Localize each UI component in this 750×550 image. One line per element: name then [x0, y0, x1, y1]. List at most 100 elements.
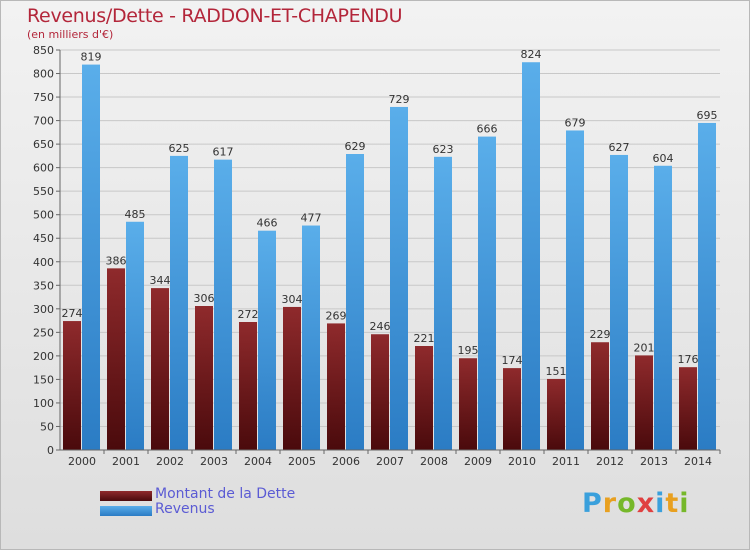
x-tick-label: 2001 [112, 455, 140, 468]
bar-revenue [346, 154, 364, 450]
data-label-revenue: 485 [125, 208, 146, 221]
bar-revenue [390, 106, 408, 451]
data-label-revenue: 617 [213, 146, 234, 159]
data-label-revenue: 695 [697, 109, 718, 122]
data-label-revenue: 625 [169, 142, 190, 155]
x-tick-label: 2000 [68, 455, 96, 468]
bar-revenue [434, 156, 452, 450]
y-tick-label: 850 [33, 44, 54, 57]
legend-swatch-debt [100, 491, 152, 501]
y-tick-label: 350 [33, 279, 54, 292]
data-label-revenue: 824 [521, 48, 542, 61]
data-label-revenue: 729 [389, 93, 410, 106]
y-tick-label: 0 [47, 444, 54, 457]
data-label-debt: 151 [546, 365, 567, 378]
y-tick-label: 500 [33, 209, 54, 222]
data-label-debt: 176 [678, 353, 699, 366]
data-label-revenue: 604 [653, 152, 674, 165]
x-tick-label: 2002 [156, 455, 184, 468]
y-tick-label: 750 [33, 91, 54, 104]
bar-debt [591, 342, 609, 450]
bar-debt [63, 321, 81, 450]
data-label-debt: 304 [282, 293, 303, 306]
data-label-debt: 269 [326, 309, 347, 322]
x-tick-label: 2003 [200, 455, 228, 468]
data-label-debt: 174 [502, 354, 523, 367]
bar-debt [679, 367, 697, 450]
data-label-debt: 221 [414, 332, 435, 345]
logo-letter: o [617, 488, 637, 519]
bar-debt [107, 268, 125, 450]
y-tick-label: 700 [33, 115, 54, 128]
legend-label-revenue: Revenus [155, 501, 215, 517]
bar-revenue [610, 154, 628, 451]
y-tick-label: 100 [33, 397, 54, 410]
y-tick-label: 50 [40, 420, 54, 433]
bar-revenue [654, 165, 672, 450]
x-tick-label: 2007 [376, 455, 404, 468]
bar-debt [415, 346, 433, 450]
x-tick-label: 2006 [332, 455, 360, 468]
y-tick-label: 200 [33, 350, 54, 363]
data-label-revenue: 477 [301, 212, 322, 225]
x-tick-label: 2004 [244, 455, 272, 468]
bar-debt [327, 323, 345, 450]
x-tick-label: 2010 [508, 455, 536, 468]
bar-revenue [478, 136, 496, 450]
bar-revenue [302, 225, 320, 450]
x-tick-label: 2005 [288, 455, 316, 468]
bar-debt [151, 288, 169, 450]
bar-revenue [170, 155, 188, 450]
data-label-debt: 229 [590, 328, 611, 341]
bar-debt [635, 355, 653, 450]
bar-debt [283, 306, 301, 450]
bar-revenue [258, 230, 276, 450]
legend-label-debt: Montant de la Dette [155, 486, 296, 502]
bar-debt [239, 322, 257, 450]
data-label-debt: 386 [106, 254, 127, 267]
bar-debt [503, 368, 521, 450]
data-label-revenue: 629 [345, 140, 366, 153]
bar-debt [195, 306, 213, 450]
x-tick-label: 2009 [464, 455, 492, 468]
y-tick-label: 600 [33, 162, 54, 175]
data-label-debt: 274 [62, 307, 83, 320]
y-tick-label: 400 [33, 256, 54, 269]
bar-revenue [698, 122, 716, 451]
y-tick-label: 650 [33, 138, 54, 151]
logo-letter: i [655, 488, 666, 519]
legend-swatch-revenue [100, 506, 152, 516]
data-label-debt: 306 [194, 292, 215, 305]
chart-subtitle: (en milliers d'€) [27, 28, 114, 41]
data-label-revenue: 679 [565, 116, 586, 129]
x-tick-label: 2014 [684, 455, 712, 468]
data-label-revenue: 819 [81, 51, 102, 64]
bar-revenue [566, 130, 584, 450]
logo-letter: r [602, 488, 618, 519]
bar-debt [459, 358, 477, 450]
logo-letter: t [665, 488, 680, 519]
y-tick-label: 800 [33, 68, 54, 81]
data-label-debt: 195 [458, 344, 479, 357]
bar-revenue [82, 64, 100, 451]
data-label-revenue: 466 [257, 217, 278, 230]
data-label-debt: 344 [150, 274, 171, 287]
data-label-debt: 272 [238, 308, 259, 321]
data-label-debt: 246 [370, 320, 391, 333]
chart-title: Revenus/Dette - RADDON-ET-CHAPENDU [27, 5, 403, 27]
bar-debt [547, 378, 565, 450]
bar-revenue [214, 159, 232, 450]
bar-debt [371, 334, 389, 450]
x-tick-label: 2008 [420, 455, 448, 468]
proxiti-logo: Proxiti [582, 488, 690, 519]
y-tick-label: 250 [33, 326, 54, 339]
x-tick-label: 2012 [596, 455, 624, 468]
bar-revenue [126, 221, 144, 450]
x-tick-label: 2013 [640, 455, 668, 468]
y-tick-label: 150 [33, 373, 54, 386]
data-label-revenue: 623 [433, 143, 454, 156]
logo-letter: P [582, 488, 603, 519]
y-tick-label: 450 [33, 232, 54, 245]
data-label-revenue: 666 [477, 123, 498, 136]
